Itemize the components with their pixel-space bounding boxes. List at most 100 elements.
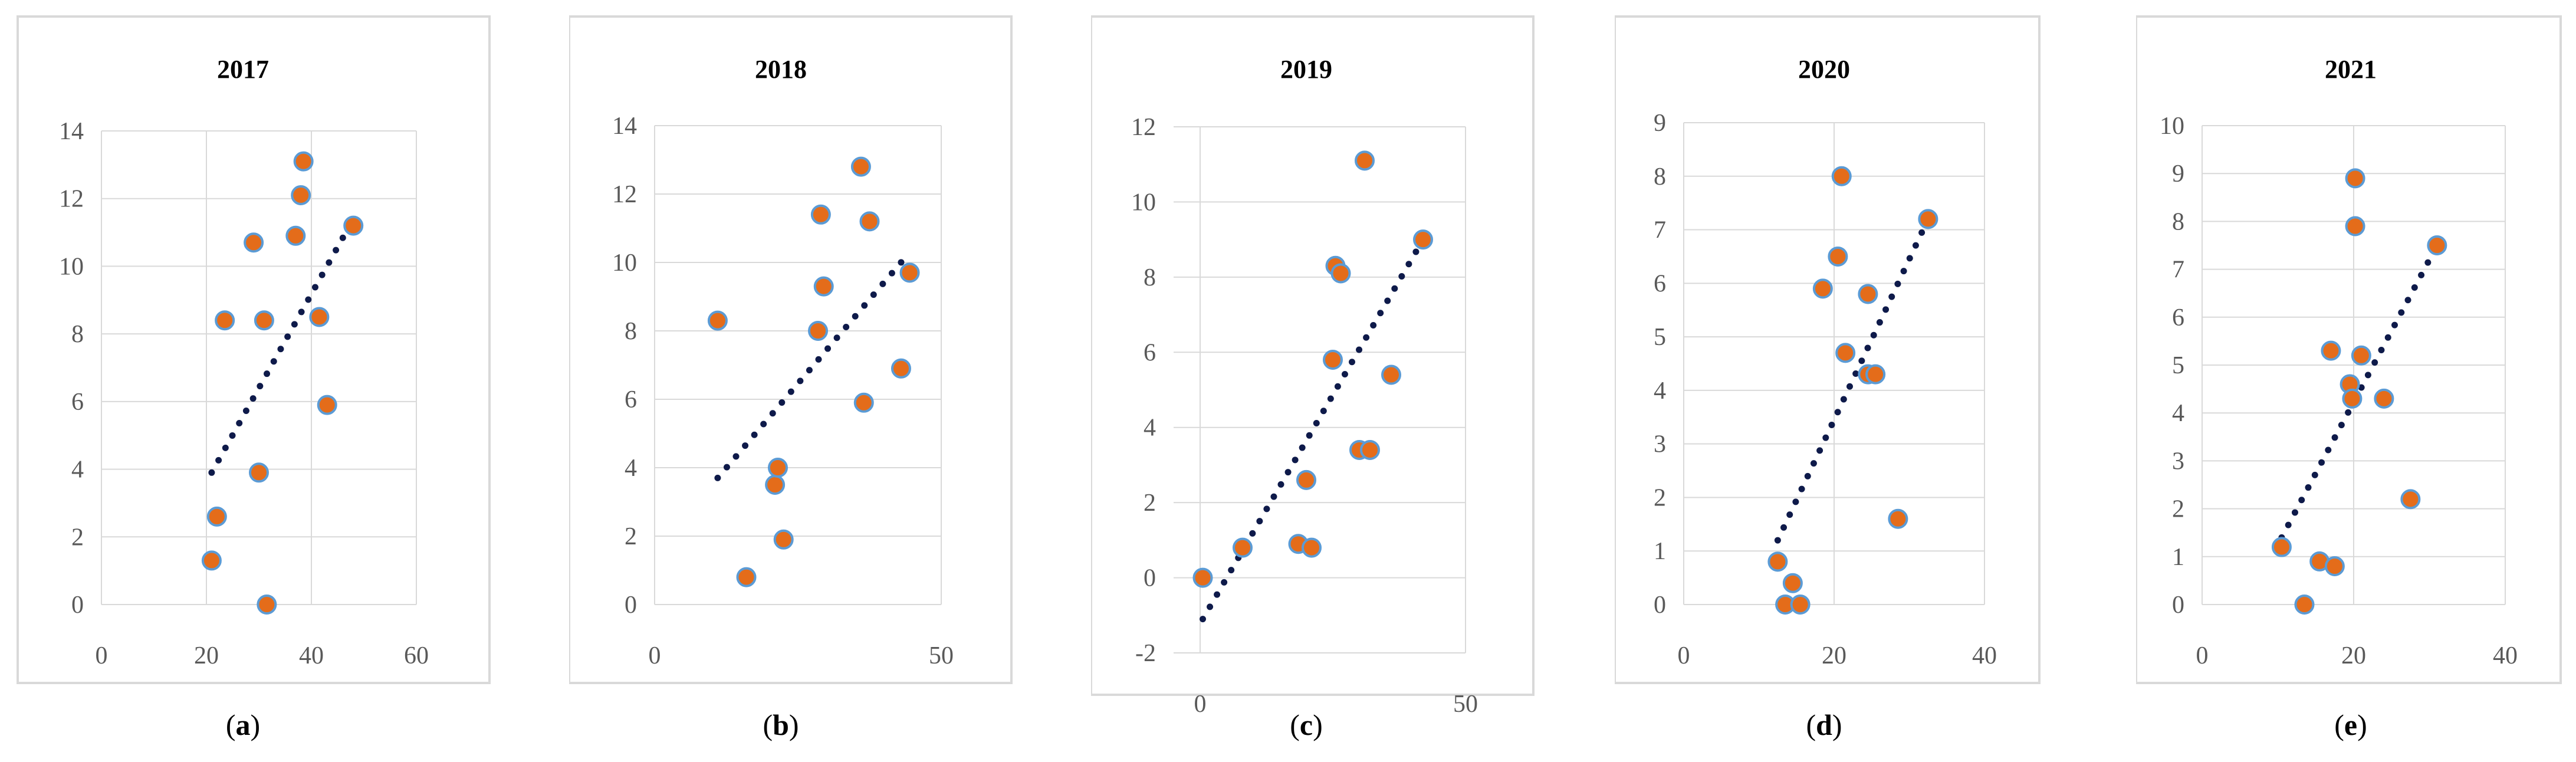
trendline (2278, 242, 2440, 541)
data-point (891, 358, 911, 379)
y-tick-label: 4 (1144, 415, 1156, 442)
y-tick-label: 4 (1654, 377, 1666, 405)
data-point (859, 211, 880, 232)
x-tick-label: 20 (1822, 642, 1846, 669)
y-tick-label: 10 (2160, 113, 2184, 140)
x-tick-label: 0 (96, 642, 108, 669)
y-tick-label: 8 (1654, 163, 1666, 190)
chart-title: 2017 (217, 55, 269, 84)
data-point (1782, 573, 1803, 593)
caption-letter: c (1299, 708, 1313, 741)
data-point (808, 321, 829, 341)
data-point (1355, 150, 1375, 171)
y-tick-label: 2 (71, 524, 84, 551)
data-point (291, 185, 311, 205)
y-tick-label: 1 (1654, 538, 1666, 565)
chart-panel-2019: 2019 -2 0 2 4 6 8 10 12 0 50 (c) (1091, 0, 1551, 762)
scatter-chart-2017: 2017 0 2 4 6 8 10 12 14 0 20 40 60 (17, 15, 491, 684)
data-point (707, 310, 728, 331)
chart-frame (2136, 15, 2562, 684)
y-tick-label: 0 (625, 592, 637, 619)
y-tick-label: 8 (2172, 208, 2184, 235)
data-point (773, 529, 794, 550)
y-tick-label: 7 (2172, 257, 2184, 284)
y-tick-label: 8 (71, 321, 84, 348)
trendline (208, 215, 357, 476)
x-tick-label: 60 (404, 642, 429, 669)
chart-title: 2019 (1280, 55, 1332, 84)
y-tick-label: 2 (1654, 484, 1666, 511)
data-point (2374, 388, 2394, 409)
data-point (1233, 537, 1253, 558)
data-point (257, 595, 277, 615)
trendline (714, 252, 911, 481)
data-point (1831, 166, 1852, 186)
data-point (1381, 364, 1401, 385)
y-tick-label: 5 (2172, 352, 2184, 379)
data-point (1323, 350, 1343, 370)
y-tick-label: 0 (1144, 565, 1156, 592)
data-point (899, 262, 920, 283)
data-point (1413, 229, 1433, 250)
y-tick-label: 9 (2172, 160, 2184, 188)
data-point (244, 232, 264, 253)
data-point (249, 462, 269, 483)
chart-frame (17, 15, 491, 684)
chart-panel-2021: 2021 0 1 2 3 4 5 6 7 8 9 10 0 20 40 (e) (2136, 0, 2572, 762)
data-point (1812, 278, 1833, 299)
data-point (1858, 284, 1878, 304)
x-tick-label: 20 (194, 642, 219, 669)
data-point (2400, 489, 2421, 510)
scatter-chart-2018: 2018 0 2 4 6 8 10 12 14 0 50 (569, 15, 1013, 684)
x-tick-label: 0 (1194, 691, 1207, 718)
panel-caption: (d) (1806, 708, 1842, 741)
x-tick-label: 40 (1972, 642, 1997, 669)
data-point (1888, 508, 1908, 529)
x-tick-label: 20 (2341, 642, 2366, 669)
data-point (736, 567, 757, 587)
y-tick-label: 0 (2172, 592, 2184, 619)
chart-title: 2020 (1798, 55, 1850, 84)
panel-caption: (c) (1290, 708, 1323, 741)
data-point (215, 310, 235, 331)
y-tick-label: 6 (71, 389, 84, 416)
data-point (2342, 388, 2363, 409)
y-tick-label: 10 (1131, 189, 1156, 216)
data-point (1918, 209, 1938, 229)
y-tick-label: 9 (1654, 110, 1666, 137)
data-point (317, 395, 337, 415)
y-tick-label: 10 (59, 253, 84, 280)
x-tick-label: 50 (929, 642, 954, 669)
data-point (343, 215, 364, 236)
y-tick-label: 2 (2172, 496, 2184, 523)
data-point (1865, 364, 1886, 385)
y-tick-label: 1 (2172, 544, 2184, 571)
chart-title: 2018 (755, 55, 807, 84)
y-tick-label: 2 (625, 523, 637, 550)
y-tick-label: 8 (1144, 264, 1156, 291)
data-point (2427, 235, 2447, 255)
data-point (2345, 168, 2365, 189)
data-point (201, 550, 222, 571)
y-tick-label: 6 (625, 386, 637, 413)
chart-panel-2020: 2020 0 1 2 3 4 5 6 7 8 9 0 20 40 (d) (1615, 0, 2045, 762)
data-point (285, 225, 306, 246)
data-point (1767, 551, 1788, 572)
data-point (853, 392, 874, 413)
data-point (850, 156, 871, 177)
data-point (2351, 345, 2371, 366)
caption-letter: b (773, 708, 789, 741)
data-point (810, 204, 831, 225)
data-point (293, 151, 314, 172)
y-tick-label: 0 (1654, 592, 1666, 619)
data-point (765, 475, 786, 495)
data-point (1828, 246, 1848, 267)
y-tick-label: -2 (1135, 640, 1156, 667)
chart-title: 2021 (2325, 55, 2377, 84)
data-point (2324, 556, 2345, 577)
y-tick-label: 4 (71, 456, 84, 484)
x-tick-label: 40 (299, 642, 324, 669)
y-tick-label: 10 (612, 249, 637, 277)
x-tick-label: 0 (2196, 642, 2209, 669)
data-point (254, 310, 274, 331)
